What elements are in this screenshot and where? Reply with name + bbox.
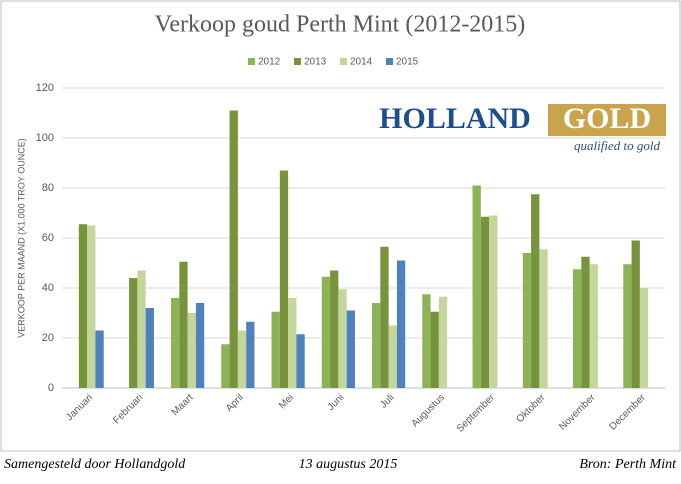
footer-right: Bron: Perth Mint [579, 457, 677, 472]
bar [279, 170, 289, 388]
legend-label: 2015 [396, 57, 419, 68]
bar [631, 240, 640, 388]
bar [573, 269, 582, 388]
legend-swatch [340, 58, 347, 65]
legend-swatch [386, 58, 393, 65]
bar [623, 264, 632, 388]
bar [137, 270, 146, 388]
y-tick-label: 0 [48, 382, 54, 394]
legend-swatch [294, 58, 301, 65]
bar [522, 253, 532, 388]
bar [438, 296, 448, 388]
y-tick-label: 20 [42, 332, 54, 344]
bar [396, 260, 406, 388]
bar [246, 321, 255, 388]
bar [422, 294, 431, 388]
logo-left: HOLLAND [379, 102, 531, 135]
bar [589, 264, 598, 388]
bar [380, 246, 389, 388]
y-tick-label: 120 [36, 82, 54, 94]
bar [129, 278, 138, 388]
bar [539, 249, 548, 388]
y-axis-label: VERKOOP PER MAAND (X1.000 TROY OUNCE) [16, 138, 26, 338]
legend-label: 2013 [304, 57, 327, 68]
logo-tagline: qualified to gold [574, 138, 660, 153]
bar [237, 330, 247, 388]
y-tick-label: 60 [42, 232, 54, 244]
bar [338, 289, 347, 388]
bar [581, 256, 590, 388]
y-tick-label: 40 [42, 282, 54, 294]
bar [372, 303, 381, 388]
bar [531, 194, 540, 388]
bar [187, 313, 196, 388]
bar [388, 325, 397, 388]
bar [145, 308, 154, 388]
bar [296, 334, 305, 388]
bar [229, 110, 238, 388]
bar [480, 216, 490, 388]
bar [87, 225, 96, 388]
legend-label: 2014 [350, 57, 373, 68]
legend-swatch [248, 58, 255, 65]
chart-title: Verkoop goud Perth Mint (2012-2015) [155, 12, 526, 38]
bar [221, 344, 230, 388]
bar [639, 288, 649, 388]
bar [95, 330, 104, 388]
logo-right: GOLD [563, 102, 651, 135]
footer-left: Samengesteld door Hollandgold [4, 457, 186, 472]
bar [472, 185, 481, 388]
bar [430, 311, 439, 388]
bar [321, 276, 331, 388]
y-tick-label: 100 [36, 132, 54, 144]
footer-center: 13 augustus 2015 [299, 457, 398, 472]
bar [330, 270, 339, 388]
y-tick-label: 80 [42, 182, 54, 194]
bar [78, 224, 88, 388]
bar [179, 261, 188, 388]
bar [489, 215, 498, 388]
logo-gold-box [548, 104, 666, 136]
legend-label: 2012 [258, 57, 281, 68]
bar [271, 311, 280, 388]
bar [288, 298, 297, 388]
bar [346, 310, 355, 388]
bar [195, 303, 205, 388]
bar [171, 298, 180, 388]
